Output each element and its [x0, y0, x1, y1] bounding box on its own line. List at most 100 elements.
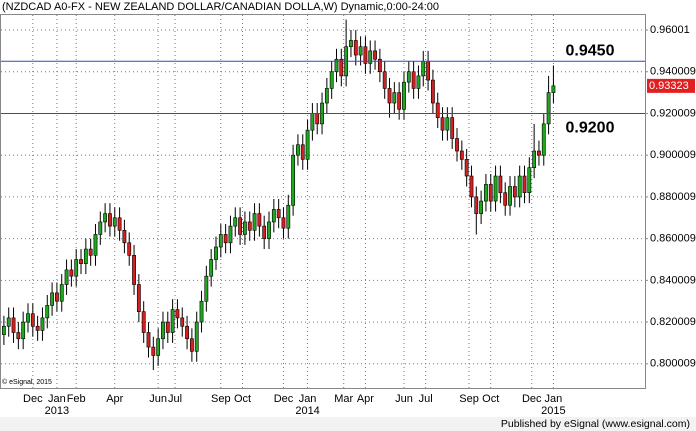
annotation-label: 0.9450 [566, 43, 615, 60]
x-tick-label: Jan [48, 393, 66, 405]
candle-body [136, 284, 141, 312]
candle-body [161, 321, 165, 340]
y-tick-label: 0.820009 [650, 316, 696, 328]
candle-body [464, 159, 469, 177]
candle-body [281, 217, 286, 229]
y-tick-label: 0.900009 [650, 149, 696, 161]
candle-body [402, 81, 406, 110]
candle-body [170, 309, 175, 333]
candle-body [426, 61, 430, 81]
candle-body [257, 213, 262, 227]
candle-body [517, 175, 522, 198]
x-tick-label: Feb [67, 393, 86, 405]
candle-body [108, 213, 112, 227]
candle-body [141, 311, 146, 333]
candle-body [26, 313, 30, 323]
candle-body [185, 325, 189, 340]
candle-body [353, 40, 358, 56]
candle-body [387, 88, 392, 104]
candle-body [363, 46, 368, 64]
candle-body [55, 292, 59, 302]
candle-body [11, 317, 16, 333]
candle-body [300, 144, 305, 160]
x-tick-label: Apr [357, 393, 374, 405]
candle-body [180, 317, 185, 327]
candle-body [421, 61, 426, 77]
candle-body [132, 255, 136, 285]
candle-body [522, 175, 527, 194]
candle-body [59, 284, 64, 302]
chart-title: (NZDCAD A0-FX - NEW ZEALAND DOLLAR/CANAD… [2, 1, 439, 13]
y-tick-label: 0.840009 [650, 274, 696, 286]
candle-body [16, 332, 21, 340]
candle-body [238, 217, 242, 235]
x-tick-label: Dec [274, 393, 294, 405]
candle-body [392, 92, 397, 104]
candle-body [488, 184, 493, 202]
candle-body [74, 259, 79, 277]
candle-body [431, 79, 435, 104]
candle-body [204, 275, 209, 302]
candle-body [69, 269, 74, 277]
price-tag-label: 0.93323 [649, 80, 689, 92]
candle-body [21, 321, 26, 340]
candle-body [406, 71, 411, 83]
candle-body [310, 113, 315, 131]
candle-body [252, 213, 257, 231]
candle-body [93, 234, 98, 256]
x-tick-label: Jan [545, 393, 563, 405]
candle-body [122, 229, 127, 244]
year-label: 2013 [45, 405, 69, 417]
candle-body [479, 200, 484, 214]
candle-body [286, 204, 291, 229]
candle-body [156, 338, 161, 356]
candle-body [508, 186, 512, 206]
y-tick-label: 0.860009 [650, 233, 696, 245]
candle-body [315, 113, 320, 125]
candle-body [450, 117, 455, 139]
candle-body [435, 102, 440, 118]
year-label: 2015 [541, 405, 565, 417]
candle-body [291, 154, 296, 206]
candle-body [541, 123, 546, 156]
candle-body [175, 309, 180, 319]
candle-body [79, 259, 83, 264]
candle-body [474, 196, 479, 214]
footer-band [0, 417, 696, 431]
y-tick-label: 0.96001 [650, 24, 690, 36]
x-tick-label: Oct [234, 393, 251, 405]
candle-body [64, 269, 69, 285]
candle-body [416, 75, 421, 89]
candle-body [262, 225, 267, 239]
candle-body [296, 144, 300, 156]
candle-body [498, 175, 503, 194]
candle-body [546, 92, 551, 125]
candle-body [1, 325, 6, 335]
x-tick-label: Dec [23, 393, 43, 405]
candle-body [83, 248, 88, 264]
x-tick-label: Jul [419, 393, 433, 405]
candle-body [223, 234, 228, 244]
x-tick-label: Sep [211, 393, 231, 405]
x-tick-label: Jan [299, 393, 317, 405]
candle-body [377, 58, 382, 73]
candle-body [112, 217, 117, 227]
x-tick-label: Sep [459, 393, 479, 405]
candle-body [45, 305, 50, 319]
candle-body [329, 71, 334, 89]
candle-body [469, 175, 474, 198]
x-tick-label: Apr [106, 393, 123, 405]
candle-body [484, 184, 488, 202]
candle-body [146, 332, 151, 348]
candle-body [445, 117, 450, 131]
candle-body [50, 292, 54, 306]
candle-body [271, 209, 276, 223]
candle-body [228, 225, 233, 244]
x-tick-label: Jul [168, 393, 182, 405]
candle-body [151, 346, 156, 356]
candle-body [243, 221, 247, 235]
candle-body [127, 242, 132, 256]
candle-body [532, 150, 537, 169]
candle-body [40, 317, 45, 331]
